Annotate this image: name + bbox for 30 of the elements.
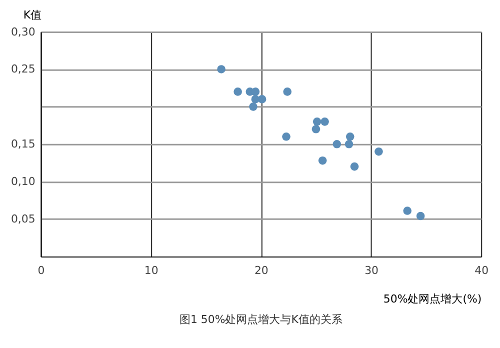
point [249,102,258,111]
point [282,132,290,141]
point [318,156,327,165]
point [403,206,412,215]
caption: 图1 50%处网点增大与K值的关系 [180,313,342,326]
x-tick-label: 0 [38,264,45,277]
x-tick-label: 10 [144,264,158,277]
point [332,140,342,148]
point [312,118,322,126]
point [234,88,242,96]
y-tick-label: 0,30 [10,25,36,38]
x-tick-label: 40 [474,264,489,277]
point [346,132,354,141]
y-tick-label: 0,05 [10,212,36,226]
point [350,162,359,171]
point [416,212,425,220]
point [283,88,292,96]
x-axis-title: 50%处网点增大(%) [383,292,482,306]
x-tick-label: 30 [364,264,379,277]
point [320,118,329,126]
point [258,95,266,104]
point [217,65,226,74]
y-tick-label: 0,15 [10,138,36,151]
x-tick-label: 20 [254,264,268,277]
y-axis-title: K值 [23,8,42,22]
y-tick-label: 0,25 [10,62,36,76]
y-tick-label: 0,10 [10,175,36,188]
point [374,147,383,156]
point [344,140,354,148]
point [312,125,320,134]
